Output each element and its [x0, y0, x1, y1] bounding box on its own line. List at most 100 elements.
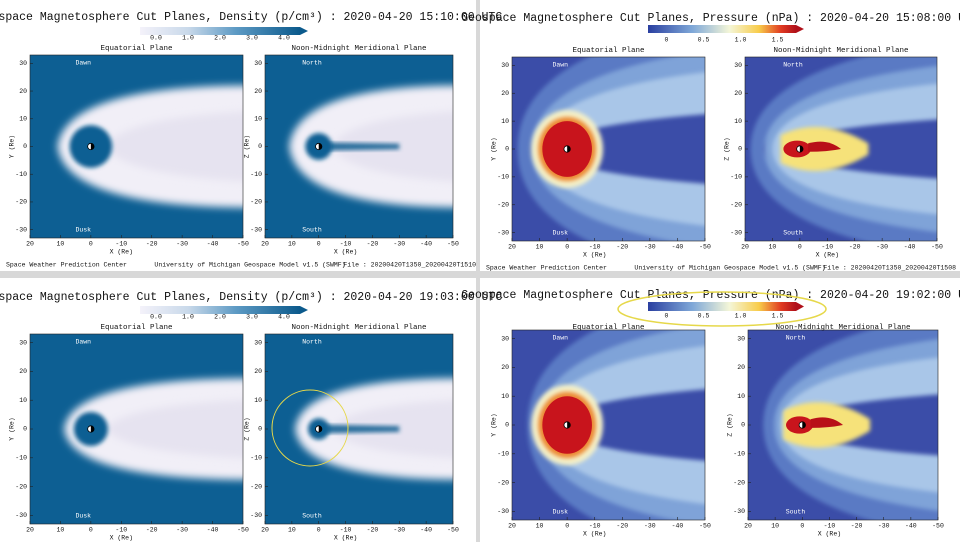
colorbar-label: 4.0: [278, 35, 290, 42]
x-tick-label: -20: [367, 241, 379, 248]
x-tick-label: -30: [393, 527, 405, 534]
y-tick-label: -20: [15, 483, 27, 490]
y-tick-label: -20: [733, 479, 745, 486]
field-plot: [512, 57, 705, 241]
x-tick-label: -10: [340, 527, 352, 534]
x-tick-label: -10: [824, 523, 836, 530]
x-tick-label: 10: [288, 241, 296, 248]
x-tick-label: -40: [672, 523, 684, 530]
field-plot: [265, 334, 453, 524]
x-tick-label: -30: [876, 244, 888, 251]
y-tick-label: 10: [19, 397, 27, 404]
highlight-ellipse: [617, 291, 827, 327]
y-tick-label: 20: [501, 90, 509, 97]
divider: [0, 271, 960, 278]
y-tick-label: -10: [250, 171, 262, 178]
x-tick-label: -50: [932, 523, 944, 530]
y-tick-label: 10: [254, 115, 262, 122]
y-tick-label: -10: [15, 455, 27, 462]
x-axis-label: X (Re): [110, 249, 133, 256]
footer-center: University of Michigan Geospace Model v1…: [154, 262, 345, 269]
earth-night: [318, 143, 322, 150]
field-plot: [265, 55, 453, 238]
x-tick-label: -50: [699, 523, 711, 530]
colorbar-label: 0.0: [150, 35, 162, 42]
x-tick-label: -30: [176, 241, 188, 248]
y-tick-label: -10: [497, 174, 509, 181]
region-label: South: [783, 230, 803, 237]
colorbar-label: 0: [665, 37, 669, 44]
x-tick-label: -50: [447, 241, 459, 248]
region-label: Dusk: [552, 509, 568, 516]
y-tick-label: 20: [19, 368, 27, 375]
y-tick-label: 20: [737, 364, 745, 371]
y-tick-label: 20: [734, 90, 742, 97]
panel-title: Geospace Magnetosphere Cut Planes, Press…: [461, 12, 960, 25]
x-tick-label: -10: [115, 527, 127, 534]
y-tick-label: 10: [501, 118, 509, 125]
y-tick-label: -20: [497, 479, 509, 486]
x-tick-label: 0: [317, 241, 321, 248]
colorbar: [648, 302, 796, 311]
x-tick-label: 10: [536, 244, 544, 251]
colorbar: [140, 27, 300, 35]
y-tick-label: -10: [497, 451, 509, 458]
x-tick-label: 10: [57, 527, 65, 534]
plot-title: Equatorial Plane: [100, 45, 172, 53]
x-tick-label: 10: [288, 527, 296, 534]
x-tick-label: -20: [616, 244, 628, 251]
earth-night: [799, 145, 804, 153]
plot-title: Noon-Midnight Meridional Plane: [291, 45, 426, 53]
x-axis-label: X (Re): [816, 252, 839, 259]
x-tick-label: -40: [207, 527, 219, 534]
y-tick-label: 0: [23, 426, 27, 433]
y-tick-label: 0: [23, 143, 27, 150]
colorbar-label: 1.0: [182, 314, 194, 321]
plot-title: Noon-Midnight Meridional Plane: [775, 324, 910, 332]
x-tick-label: -40: [207, 241, 219, 248]
plot-title: Noon-Midnight Meridional Plane: [291, 324, 426, 332]
region-label: South: [786, 509, 806, 516]
plot-title: Equatorial Plane: [100, 324, 172, 332]
y-axis-label: Y (Re): [9, 135, 16, 158]
x-tick-label: 20: [261, 527, 269, 534]
pressure-band: [780, 357, 938, 493]
colorbar-label: 0.5: [698, 37, 710, 44]
plasma-sheet: [324, 424, 400, 434]
y-tick-label: -30: [15, 226, 27, 233]
region-label: Dawn: [75, 339, 91, 346]
colorbar-label: 3.0: [246, 35, 258, 42]
earth-night: [802, 421, 806, 429]
y-tick-label: -20: [730, 201, 742, 208]
x-tick-label: 20: [26, 527, 34, 534]
y-tick-label: 10: [254, 397, 262, 404]
colorbar-arrow: [796, 25, 804, 33]
x-tick-label: -10: [589, 244, 601, 251]
panel-title: Geospace Magnetosphere Cut Planes, Press…: [461, 289, 960, 302]
y-axis-label: Z (Re): [244, 417, 251, 440]
x-axis-label: X (Re): [334, 535, 357, 542]
y-tick-label: -10: [730, 174, 742, 181]
y-tick-label: 0: [258, 143, 262, 150]
y-tick-label: 0: [741, 422, 745, 429]
x-axis-label: X (Re): [583, 252, 606, 259]
y-tick-label: 0: [258, 426, 262, 433]
y-axis-label: Z (Re): [727, 413, 734, 436]
y-tick-label: 20: [501, 364, 509, 371]
x-tick-label: 10: [771, 523, 779, 530]
region-label: North: [302, 339, 322, 346]
colorbar-label: 1.0: [182, 35, 194, 42]
colorbar-label: 0: [665, 313, 669, 320]
y-tick-label: -20: [250, 483, 262, 490]
x-tick-label: 0: [798, 244, 802, 251]
y-tick-label: 20: [19, 88, 27, 95]
x-tick-label: 0: [317, 527, 321, 534]
x-tick-label: 0: [565, 523, 569, 530]
x-tick-label: 0: [565, 244, 569, 251]
y-tick-label: -30: [497, 508, 509, 515]
y-tick-label: -30: [250, 512, 262, 519]
x-tick-label: -30: [644, 244, 656, 251]
region-label: Dawn: [552, 62, 568, 69]
pressure-tail: [810, 417, 843, 428]
x-tick-label: 20: [741, 244, 749, 251]
